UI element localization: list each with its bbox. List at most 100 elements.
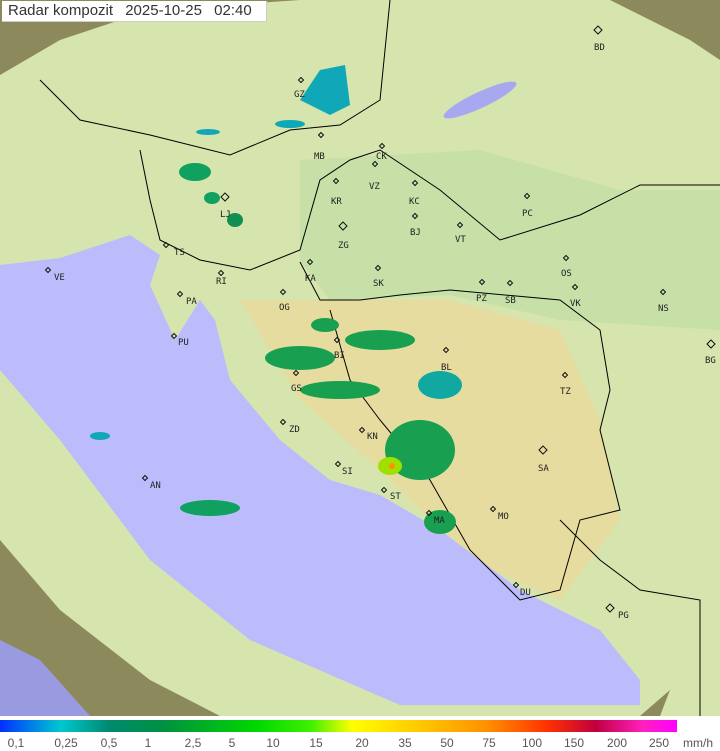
tyrrhenian-sea — [0, 640, 90, 716]
city-label: KN — [367, 432, 378, 442]
city-label: GZ — [294, 90, 305, 100]
city-marker — [306, 258, 314, 266]
city-marker — [44, 266, 52, 274]
legend-tick: 250 — [648, 736, 670, 750]
city-label: SB — [505, 296, 516, 306]
city-marker — [176, 290, 184, 298]
city-label: SI — [342, 467, 353, 477]
rain-echoes — [90, 65, 462, 534]
city-marker — [523, 192, 531, 200]
city-label: PZ — [476, 294, 487, 304]
legend-tick: 0,5 — [100, 736, 118, 750]
city-label: PA — [186, 297, 197, 307]
city-label: MO — [498, 512, 509, 522]
city-marker — [489, 505, 497, 513]
city-label: BI — [334, 351, 345, 361]
lake-balaton — [443, 81, 517, 119]
city-marker — [292, 369, 300, 377]
lowland-area — [300, 150, 720, 330]
legend-tick: 10 — [266, 736, 280, 750]
city-label: KR — [331, 197, 342, 207]
city-label: DU — [520, 588, 531, 598]
city-marker — [162, 241, 170, 249]
city-label: VK — [570, 299, 581, 309]
city-marker — [538, 445, 548, 455]
legend-tick: 15 — [309, 736, 323, 750]
radar-map: BD GZ MB CK VZ KR KC PC LJ ZG BJ VT TS VE RI KA SK OS PA OG… — [0, 0, 720, 716]
city-label: LJ — [220, 210, 231, 220]
city-marker — [659, 288, 667, 296]
city-marker — [333, 336, 341, 344]
city-label: AN — [150, 481, 161, 491]
city-marker — [279, 418, 287, 426]
legend-tick: 50 — [440, 736, 454, 750]
city-marker — [512, 581, 520, 589]
city-marker — [605, 603, 615, 613]
legend-unit: mm/h — [683, 736, 713, 750]
city-marker — [442, 346, 450, 354]
city-marker — [332, 177, 340, 185]
city-label: VT — [455, 235, 466, 245]
city-marker — [141, 474, 149, 482]
city-marker — [506, 279, 514, 287]
title-date: 2025-10-25 — [125, 2, 202, 19]
city-marker — [317, 131, 325, 139]
city-label: OG — [279, 303, 290, 313]
legend-tick: 2,5 — [184, 736, 202, 750]
city-marker — [170, 332, 178, 340]
precipitation-legend-bar — [0, 720, 677, 732]
city-label: PU — [178, 338, 189, 348]
legend-tick: 5 — [228, 736, 236, 750]
city-marker — [374, 264, 382, 272]
city-label: KC — [409, 197, 420, 207]
city-label: ZG — [338, 241, 349, 251]
city-marker — [411, 179, 419, 187]
city-label: CK — [376, 152, 387, 162]
city-marker — [478, 278, 486, 286]
city-marker — [297, 76, 305, 84]
city-label: VZ — [369, 182, 380, 192]
city-marker — [571, 283, 579, 291]
legend-tick: 200 — [606, 736, 628, 750]
legend-tick: 0,1 — [7, 736, 25, 750]
city-label: OS — [561, 269, 572, 279]
city-marker — [562, 254, 570, 262]
city-marker — [279, 288, 287, 296]
city-marker — [220, 192, 230, 202]
legend-tick: 20 — [355, 736, 369, 750]
city-label: ZD — [289, 425, 300, 435]
city-marker — [371, 160, 379, 168]
city-marker — [380, 486, 388, 494]
legend-ticks: 0,1 0,25 0,5 1 2,5 5 10 15 20 35 50 75 100 150 200 250 m… — [0, 736, 720, 751]
title-text: Radar kompozit — [8, 2, 114, 19]
city-marker — [411, 212, 419, 220]
city-marker — [561, 371, 569, 379]
legend-tick: 75 — [482, 736, 496, 750]
city-label: VE — [54, 273, 65, 283]
city-label: NS — [658, 304, 669, 314]
city-label: MB — [314, 152, 325, 162]
city-label: BG — [705, 356, 716, 366]
city-marker — [338, 221, 348, 231]
city-marker — [456, 221, 464, 229]
city-markers: BD GZ MB CK VZ KR KC PC LJ ZG BJ VT TS VE RI KA SK OS PA OG… — [44, 25, 716, 621]
city-label: BL — [441, 363, 452, 373]
city-marker — [358, 426, 366, 434]
city-label: ST — [390, 492, 401, 502]
city-marker — [706, 339, 716, 349]
city-label: PG — [618, 611, 629, 621]
city-marker — [217, 269, 225, 277]
adriatic-sea — [0, 235, 640, 705]
map-title: Radar kompozit 2025-10-25 02:40 — [2, 1, 267, 22]
legend-tick: 35 — [398, 736, 412, 750]
city-label: SK — [373, 279, 384, 289]
city-label: MA — [434, 516, 445, 526]
city-marker — [593, 25, 603, 35]
city-label: RI — [216, 277, 227, 287]
title-time: 02:40 — [214, 2, 252, 19]
city-marker — [378, 142, 386, 150]
city-label: TS — [174, 248, 185, 258]
city-label: GS — [291, 384, 302, 394]
city-label: PC — [522, 209, 533, 219]
city-marker — [334, 460, 342, 468]
